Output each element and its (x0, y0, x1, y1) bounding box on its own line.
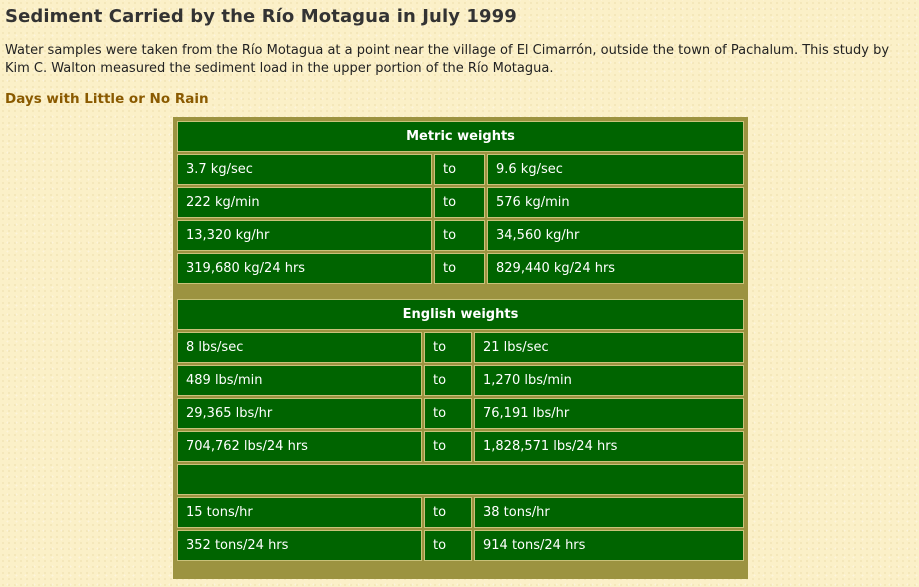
table-row: 3.7 kg/sec to 9.6 kg/sec (177, 154, 744, 185)
range-start: 15 tons/hr (177, 497, 422, 528)
section-heading: Days with Little or No Rain (5, 91, 209, 107)
range-end: 34,560 kg/hr (487, 220, 744, 251)
english-weights-table: English weights 8 lbs/sec to 21 lbs/sec … (173, 295, 748, 579)
range-end: 829,440 kg/24 hrs (487, 253, 744, 284)
metric-weights-table: Metric weights 3.7 kg/sec to 9.6 kg/sec … (173, 117, 748, 295)
page: Sediment Carried by the Río Motagua in J… (0, 0, 919, 108)
range-end: 21 lbs/sec (474, 332, 744, 363)
range-end: 76,191 lbs/hr (474, 398, 744, 429)
range-start: 489 lbs/min (177, 365, 422, 396)
range-end: 1,270 lbs/min (474, 365, 744, 396)
table-row: 13,320 kg/hr to 34,560 kg/hr (177, 220, 744, 251)
range-start: 222 kg/min (177, 187, 432, 218)
range-to: to (434, 253, 485, 284)
intro-paragraph: Water samples were taken from the Río Mo… (5, 43, 890, 76)
range-end: 576 kg/min (487, 187, 744, 218)
table-row: 222 kg/min to 576 kg/min (177, 187, 744, 218)
range-end: 914 tons/24 hrs (474, 530, 744, 561)
table-row: 352 tons/24 hrs to 914 tons/24 hrs (177, 530, 744, 561)
metric-weights-header: Metric weights (177, 121, 744, 152)
range-to: to (434, 187, 485, 218)
range-to: to (424, 398, 472, 429)
range-to: to (424, 365, 472, 396)
table-row: 29,365 lbs/hr to 76,191 lbs/hr (177, 398, 744, 429)
english-weights-header: English weights (177, 299, 744, 330)
range-end: 9.6 kg/sec (487, 154, 744, 185)
page-title: Sediment Carried by the Río Motagua in J… (5, 6, 517, 27)
range-to: to (424, 332, 472, 363)
table-row: 15 tons/hr to 38 tons/hr (177, 497, 744, 528)
range-to: to (434, 154, 485, 185)
range-start: 13,320 kg/hr (177, 220, 432, 251)
table-row: 489 lbs/min to 1,270 lbs/min (177, 365, 744, 396)
table-row: 704,762 lbs/24 hrs to 1,828,571 lbs/24 h… (177, 431, 744, 462)
range-start: 319,680 kg/24 hrs (177, 253, 432, 284)
range-start: 704,762 lbs/24 hrs (177, 431, 422, 462)
range-end: 38 tons/hr (474, 497, 744, 528)
spacer-row (177, 464, 744, 495)
range-to: to (424, 497, 472, 528)
range-to: to (424, 530, 472, 561)
range-start: 352 tons/24 hrs (177, 530, 422, 561)
range-start: 3.7 kg/sec (177, 154, 432, 185)
range-start: 29,365 lbs/hr (177, 398, 422, 429)
table-row: 319,680 kg/24 hrs to 829,440 kg/24 hrs (177, 253, 744, 284)
range-end: 1,828,571 lbs/24 hrs (474, 431, 744, 462)
range-start: 8 lbs/sec (177, 332, 422, 363)
table-row: 8 lbs/sec to 21 lbs/sec (177, 332, 744, 363)
range-to: to (434, 220, 485, 251)
range-to: to (424, 431, 472, 462)
